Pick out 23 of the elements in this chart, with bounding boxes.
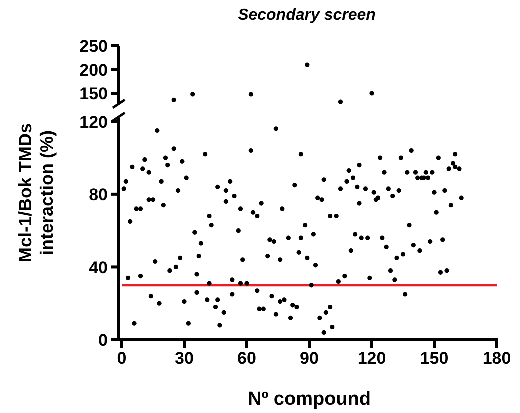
x-tick-label: 30 [175,349,194,368]
point [305,62,310,68]
y-tick-label: 250 [80,37,108,56]
x-tick-label: 90 [300,349,319,368]
y-tick-label: 120 [80,112,108,132]
y-axis-title: Mcl-1/Bok TMDs interaction (%) [16,123,58,263]
point [190,92,196,97]
y-tick-label: 200 [80,60,108,80]
y-tick-label: 40 [89,258,108,278]
y-tick-label: 0 [98,331,108,350]
point [338,100,344,104]
x-tick-label: 150 [420,349,449,368]
x-axis-title: Nº compound [248,389,372,410]
y-tick-label: 80 [89,186,108,205]
point [172,98,176,102]
x-tick-label: 60 [238,349,256,368]
chart-title: Secondary screen [238,7,376,24]
x-tick-label: 180 [482,349,512,368]
y-tick-label: 150 [80,84,108,104]
point [248,92,254,97]
x-tick-label: 0 [117,349,127,368]
point [370,91,374,96]
x-tick-label: 120 [358,349,386,368]
